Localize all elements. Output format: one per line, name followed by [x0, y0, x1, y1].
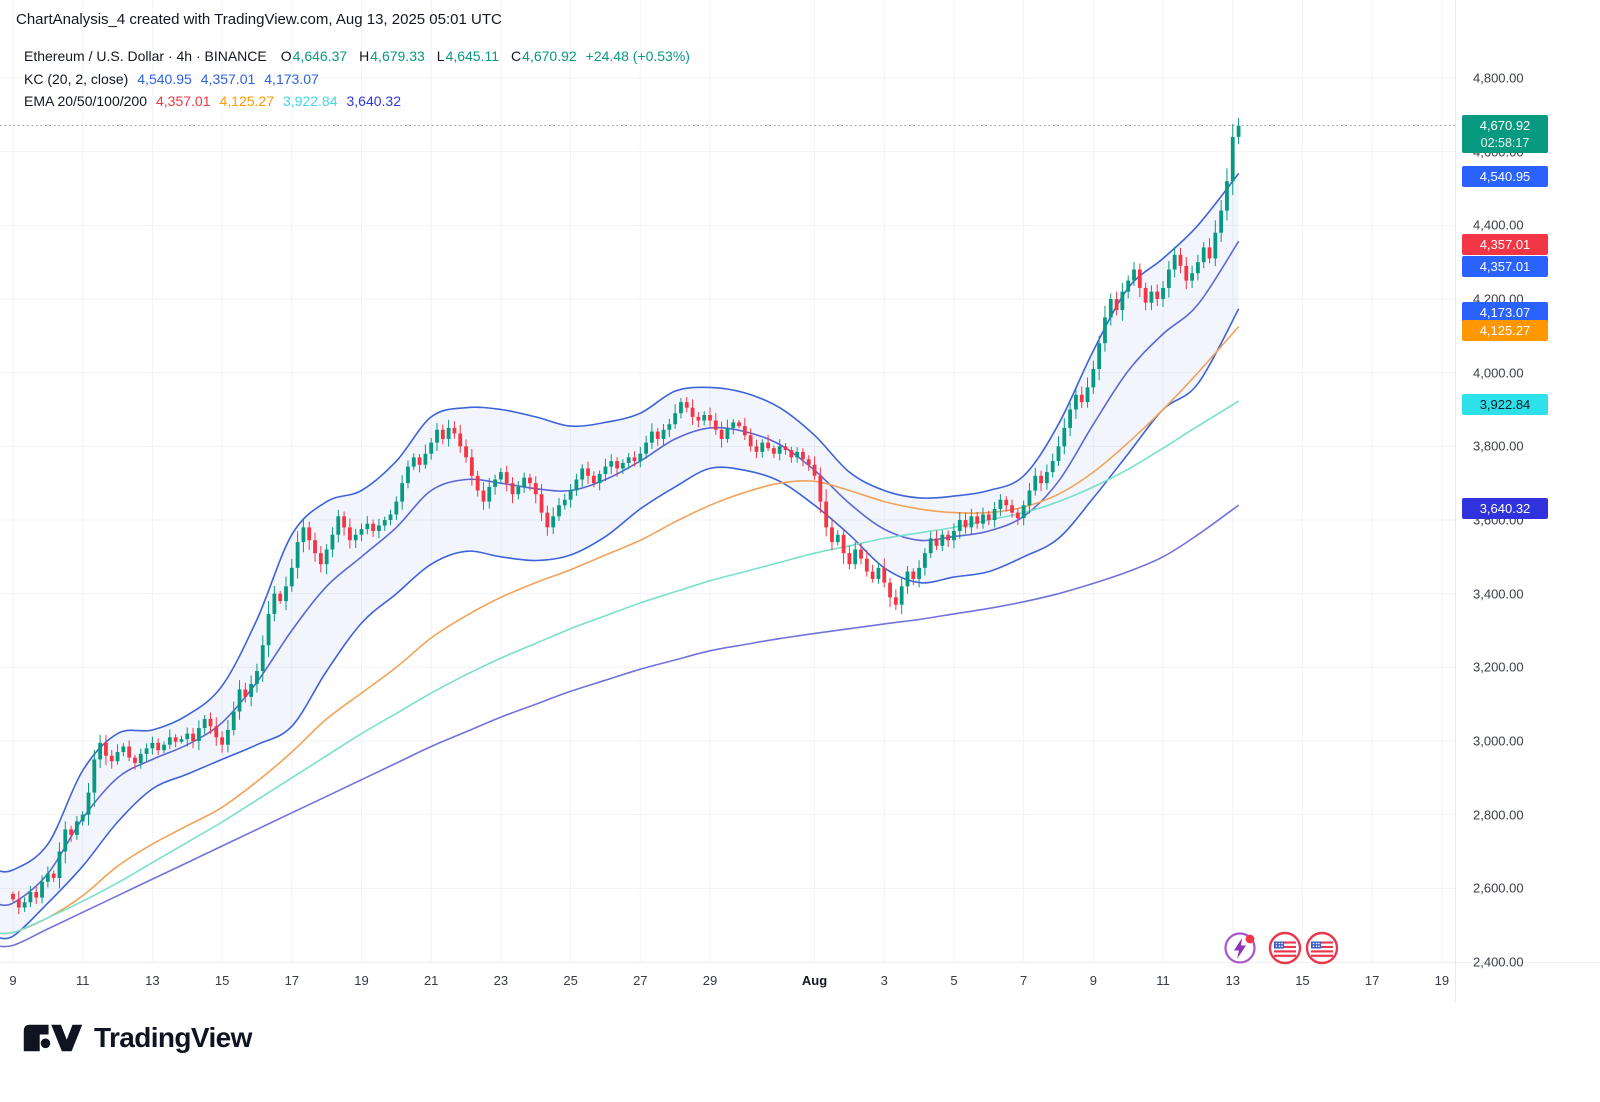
time-tick-label: 15 [214, 973, 230, 988]
countdown-timer: 02:58:17 [1480, 135, 1530, 150]
overlay-line-kc-upper-20-2- [0, 172, 1240, 873]
time-tick-label: 19 [1434, 973, 1450, 988]
ema50-value: 4,125.27 [219, 93, 275, 109]
time-tick-label: 29 [702, 973, 718, 988]
time-tick-label: 19 [354, 973, 369, 988]
time-axis[interactable]: 9 11 13 15 17 19 21 23 25 27 29 Aug 3 5 7 9 11 13 15 17 19 [0, 962, 1600, 1003]
open-label: O [280, 48, 292, 64]
ema200-value: 3,640.32 [346, 93, 402, 109]
price-badge: 4,125.27 [1462, 319, 1548, 341]
candle-bodies [11, 125, 1241, 908]
price-tick-label: 2,600.00 [1473, 880, 1524, 896]
overlay-line-kc-lower-20-2- [0, 308, 1240, 940]
low-value: 4,645.11 [445, 48, 500, 64]
tradingview-logo-text: TradingView [94, 1022, 252, 1053]
price-tick-label: 2,800.00 [1473, 807, 1524, 823]
price-badge: 3,640.32 [1462, 498, 1548, 520]
legend-kc-row[interactable]: KC (20, 2, close) 4,540.95 4,357.01 4,17… [24, 71, 319, 87]
time-tick-label: 7 [1020, 973, 1028, 988]
ema100-value: 3,922.84 [283, 93, 338, 109]
chart-plot-area[interactable] [0, 0, 1455, 962]
price-tick-label: 3,800.00 [1473, 438, 1524, 454]
price-badge: 4,357.01 [1462, 234, 1548, 256]
us-flag-event-icon[interactable] [1268, 931, 1302, 965]
kc-basis-value: 4,357.01 [200, 71, 256, 87]
close-label: C [511, 48, 522, 64]
time-tick-label: 15 [1295, 973, 1310, 988]
price-tick-label: 2,400.00 [1473, 954, 1524, 970]
time-tick-label: 11 [1156, 973, 1170, 988]
tradingview-logo-icon [23, 1024, 83, 1052]
kc-lower-value: 4,173.07 [264, 71, 319, 87]
overlay-line-ema-200 [0, 504, 1240, 948]
price-badge: 4,357.01 [1462, 256, 1548, 278]
price-axis[interactable]: 4,800.004,600.004,400.004,200.004,000.00… [1455, 0, 1600, 1002]
close-value: 4,670.92 [522, 48, 577, 64]
time-tick-label: 13 [145, 973, 160, 988]
high-label: H [359, 48, 370, 64]
high-value: 4,679.33 [370, 48, 425, 64]
price-tick-label: 3,000.00 [1473, 733, 1524, 749]
legend-ema-row[interactable]: EMA 20/50/100/200 4,357.01 4,125.27 3,92… [24, 93, 401, 109]
tradingview-logo[interactable]: TradingView [22, 1022, 252, 1054]
price-badge: 4,173.07 [1462, 301, 1548, 323]
symbol-title: Ethereum / U.S. Dollar · 4h · BINANCE [24, 48, 267, 64]
time-tick-label: 27 [633, 973, 648, 988]
flash-event-icon[interactable] [1223, 931, 1257, 965]
kc-indicator-title: KC (20, 2, close) [24, 71, 129, 87]
price-badge: 4,540.95 [1462, 166, 1548, 188]
time-tick-label: 9 [1089, 973, 1097, 988]
price-tick-label: 4,000.00 [1473, 365, 1524, 381]
price-tick-label: 4,800.00 [1473, 70, 1524, 86]
time-tick-label: Aug [801, 973, 828, 988]
time-tick-label: 21 [423, 973, 439, 988]
price-badge: 3,922.84 [1462, 394, 1548, 416]
kc-channel-fill [0, 173, 1239, 939]
us-flag-event-icon[interactable] [1305, 931, 1339, 965]
low-label: L [436, 48, 445, 64]
time-tick-label: 9 [9, 973, 17, 988]
legend-symbol-row[interactable]: Ethereum / U.S. Dollar · 4h · BINANCE O … [24, 48, 690, 64]
overlay-line-kc-basis-ema-20- [0, 240, 1240, 907]
ema-indicator-title: EMA 20/50/100/200 [24, 93, 147, 109]
time-tick-label: 5 [950, 973, 958, 988]
time-tick-label: 11 [75, 973, 90, 988]
price-tick-label: 3,400.00 [1473, 586, 1524, 602]
page-title: ChartAnalysis_4 created with TradingView… [16, 11, 502, 28]
time-tick-label: 25 [563, 973, 578, 988]
time-tick-label: 17 [284, 973, 300, 988]
change-value: +24.48 (+0.53%) [585, 48, 690, 64]
price-tick-label: 4,400.00 [1473, 217, 1524, 233]
price-badge: 4,670.92 02:58:17 [1462, 114, 1548, 153]
grid-lines [0, 0, 1455, 962]
time-tick-label: 23 [493, 973, 509, 988]
time-tick-label: 3 [880, 973, 888, 988]
ema20-value: 4,357.01 [156, 93, 211, 109]
price-tick-label: 3,200.00 [1473, 659, 1524, 675]
kc-upper-value: 4,540.95 [137, 71, 192, 87]
time-tick-label: 13 [1225, 973, 1240, 988]
open-value: 4,646.37 [292, 48, 348, 64]
time-tick-label: 17 [1364, 973, 1380, 988]
